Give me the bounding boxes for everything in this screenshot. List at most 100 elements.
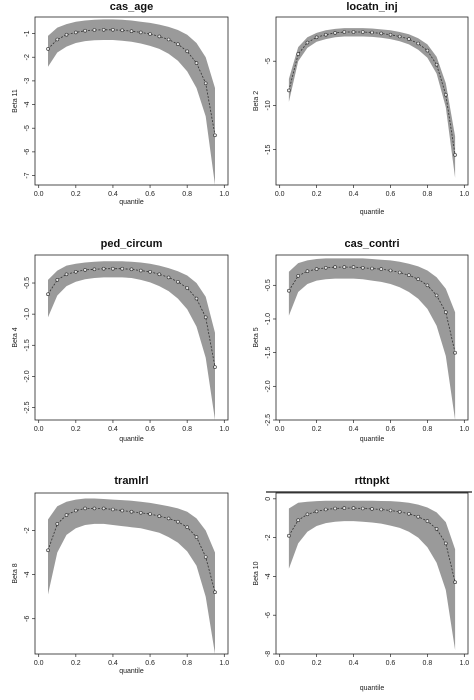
estimate-point [46, 548, 50, 553]
estimate-point [129, 267, 134, 272]
x-tick-label: 0.6 [145, 426, 155, 433]
estimate-point [296, 52, 301, 56]
x-axis-title: quantile [360, 209, 385, 216]
y-tick-label: -10 [265, 100, 272, 110]
estimate-point [397, 270, 402, 275]
x-tick-label: 0.2 [71, 660, 81, 667]
estimate-point [453, 580, 457, 585]
x-tick-label: 0.6 [386, 660, 396, 667]
y-tick-label: -3 [24, 78, 31, 84]
estimate-point [425, 519, 430, 523]
y-tick-label: -0.5 [265, 279, 272, 291]
estimate-point [111, 266, 115, 271]
estimate-point [397, 34, 402, 39]
x-tick-label: 0.2 [312, 426, 322, 433]
x-tick-label: 1.0 [219, 191, 229, 198]
panel-title: tramlrl [114, 475, 148, 487]
x-tick-label: 0.0 [275, 426, 285, 433]
estimate-point [83, 28, 87, 33]
estimate-point [287, 533, 291, 538]
y-axis-title: Beta 8 [12, 563, 19, 583]
estimate-point [453, 153, 457, 157]
estimate-point [92, 28, 97, 32]
estimate-point [74, 508, 78, 513]
estimate-point [287, 288, 291, 293]
estimate-point [388, 32, 393, 37]
estimate-point [397, 509, 402, 514]
estimate-point [443, 541, 448, 546]
x-axis-title: quantile [119, 199, 144, 206]
x-tick-label: 0.8 [182, 660, 192, 667]
estimate-point [407, 273, 411, 278]
estimate-point [129, 29, 134, 34]
panel-title: rttnpkt [355, 475, 390, 487]
estimate-point [323, 507, 328, 512]
x-tick-label: 1.0 [459, 660, 469, 667]
estimate-point [213, 590, 217, 595]
x-axis-title: quantile [119, 436, 144, 443]
confidence-band [288, 258, 456, 420]
estimate-point [166, 516, 171, 521]
estimate-point [157, 34, 162, 39]
estimate-point [314, 35, 319, 40]
y-axis-title: Beta 5 [253, 327, 260, 347]
x-tick-label: 0.0 [275, 660, 285, 667]
y-tick-label: -4 [24, 101, 31, 107]
x-tick-label: 0.2 [71, 191, 81, 198]
panel-5: 0.0 0.2 0.4 0.6 0.8 1.0 -2 -4 -6 tramlrl quantile B… [12, 475, 229, 675]
x-tick-label: 0.2 [312, 191, 322, 198]
estimate-point [416, 514, 421, 519]
plot-frame [34, 492, 229, 655]
x-tick-label: 0.6 [145, 660, 155, 667]
panel-3: 0.0 0.2 0.4 0.6 0.8 1.0 -0.5 -1.0 -1.5 -2.0 -2.5 pe… [12, 238, 229, 443]
estimate-point [360, 30, 365, 34]
estimate-point [203, 81, 208, 86]
estimate-point [46, 47, 50, 51]
x-tick-label: 0.4 [108, 426, 118, 433]
estimate-point [92, 267, 97, 272]
y-tick-label: -8 [265, 651, 272, 657]
estimate-point [305, 269, 310, 274]
estimate-point [166, 275, 171, 280]
estimate-point [416, 41, 421, 46]
estimate-point [176, 519, 180, 524]
estimate-point [379, 31, 384, 36]
estimate-point [213, 365, 217, 369]
y-tick-label: -2 [24, 54, 31, 60]
x-tick-label: 0.0 [34, 191, 44, 198]
estimate-point [416, 277, 421, 282]
estimate-point [453, 350, 457, 355]
x-tick-label: 0.8 [423, 426, 433, 433]
estimate-point [425, 48, 430, 53]
plot-frame [275, 16, 469, 186]
panel-title: locatn_inj [346, 1, 397, 13]
confidence-band [288, 28, 456, 178]
plot-frame [34, 254, 229, 421]
panel-4: 0.0 0.2 0.4 0.6 0.8 1.0 -0.5 -1.0 -1.5 -2.0 -2.5 ca… [253, 238, 469, 443]
y-tick-label: -5 [265, 58, 272, 64]
y-tick-label: -2.5 [265, 414, 272, 426]
estimate-point [55, 278, 60, 282]
plot-frame [34, 16, 229, 186]
x-tick-label: 0.6 [145, 191, 155, 198]
plot-frame [275, 492, 469, 655]
y-tick-label: -4 [24, 571, 31, 577]
y-tick-label: -2.0 [265, 380, 272, 392]
x-tick-label: 0.4 [349, 660, 359, 667]
y-tick-label: -1 [24, 30, 31, 36]
estimate-point [443, 93, 448, 97]
x-tick-label: 0.4 [349, 426, 359, 433]
y-tick-label: -1.5 [265, 347, 272, 359]
x-tick-label: 0.0 [34, 426, 44, 433]
x-tick-label: 0.6 [386, 426, 396, 433]
estimate-point [139, 510, 143, 515]
x-axis-title: quantile [119, 668, 144, 675]
estimate-point [111, 27, 115, 32]
estimate-point [379, 267, 384, 271]
x-tick-label: 0.8 [423, 660, 433, 667]
estimate-point [120, 266, 124, 271]
estimate-point [407, 37, 411, 41]
estimate-point [129, 509, 134, 514]
estimate-point [194, 61, 199, 65]
estimate-point [443, 310, 448, 315]
